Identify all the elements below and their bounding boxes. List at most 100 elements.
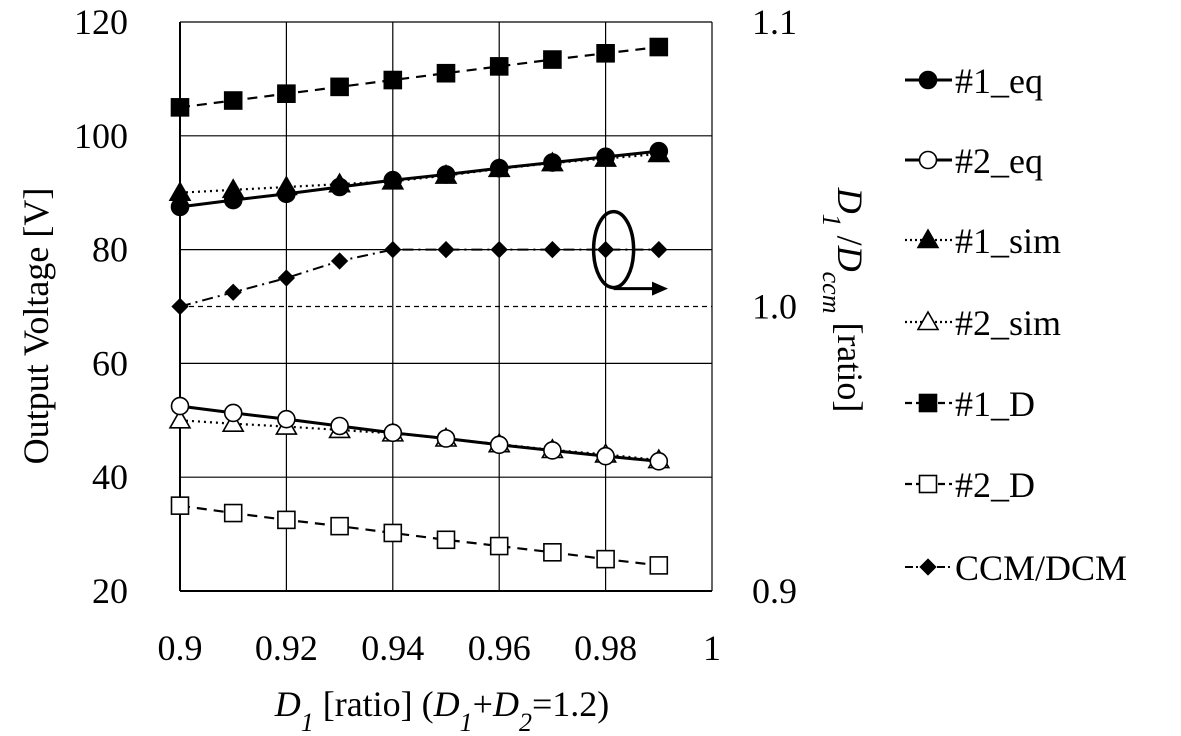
legend-item: CCM/DCM [905,548,1127,588]
y-left-tick-label: 20 [92,571,128,611]
data-point [490,240,508,259]
y-right-tick-label: 1.0 [752,287,797,327]
series-line [179,404,659,463]
y-right-axis-title: D1 /Dccm [ratio] [818,187,871,413]
legend-item: #2_D [905,465,1035,505]
data-point [649,141,669,161]
series-#2_sim [168,408,671,469]
data-point [436,63,456,83]
data-point [330,516,349,536]
series-#2_eq [170,396,669,471]
data-point [436,165,456,184]
series-line [179,149,659,209]
legend-marker [918,70,938,90]
legend-marker [918,150,938,170]
series-line [179,152,659,194]
annotation-layer [591,209,668,296]
legend-marker [916,228,940,249]
x-tick-label: 0.96 [468,628,531,668]
data-point [489,435,509,455]
data-point [170,197,190,217]
data-point [543,153,562,172]
series-line [179,504,659,567]
data-point [383,523,403,543]
data-point [543,543,562,562]
data-point [489,57,509,76]
y-left-axis-title: Output Voltage [V] [16,188,56,465]
data-point [596,147,615,167]
data-point [596,43,615,63]
series-line [179,45,659,109]
y-left-tick-label: 80 [92,230,128,270]
data-point [223,91,243,110]
data-point [383,170,403,190]
x-tick-label: 0.94 [361,628,424,668]
data-point [170,396,190,416]
data-point [170,496,190,515]
data-point [489,158,509,178]
left-tick-labels: 20 40 60 80 100 120 [74,2,128,611]
legend-label: #2_sim [955,303,1061,343]
data-point [277,510,296,530]
y-left-tick-label: 120 [74,2,128,42]
legend-marker [919,558,937,576]
data-point [649,37,669,57]
series-#1_eq [170,141,669,217]
x-tick-labels: 0.9 0.92 0.94 0.96 0.98 1 [158,628,722,668]
data-point [543,50,562,69]
y-left-tick-label: 60 [92,343,128,383]
x-axis-title: D1 [ratio] (D1+D2=1.2) [274,684,610,731]
data-point [170,98,190,117]
data-point [436,429,456,448]
y-left-tick-label: 100 [74,116,128,156]
legend-label: #2_eq [955,141,1043,181]
series-line [179,419,659,462]
legend: #1_eq #2_eq #1_sim #2_sim #1_D #2_D CCM/DCM [905,61,1127,588]
legend-marker [918,393,938,413]
data-point [383,423,403,443]
legend-item: #1_D [905,384,1035,424]
data-point [223,403,243,423]
indicator-arrow-head [652,281,668,296]
legend-label: #2_D [955,465,1035,505]
legend-item: #1_eq [905,61,1043,101]
axis-titles: D1 [ratio] (D1+D2=1.2) Output Voltage [V]… [16,187,871,736]
data-point [223,503,243,523]
data-point [221,412,245,433]
legend-marker [916,310,940,331]
data-point [277,184,296,204]
y-right-tick-label: 0.9 [752,571,797,611]
legend-label: #1_eq [955,61,1043,101]
data-point [649,451,669,471]
data-point [650,240,668,259]
legend-label: CCM/DCM [955,548,1127,588]
legend-label: #1_sim [955,221,1061,261]
legend-item: #2_sim [905,303,1061,343]
x-tick-label: 0.98 [574,628,637,668]
data-point [330,416,349,436]
data-point [596,240,615,259]
legend-label: #1_D [955,384,1035,424]
series-#2_D [170,496,669,575]
data-point [649,556,669,575]
data-point [596,446,615,466]
y-right-tick-label: 1.1 [752,2,797,42]
x-tick-label: 0.9 [158,628,203,668]
legend-marker [918,474,938,494]
data-point [384,240,402,259]
data-point [383,70,403,90]
data-point [171,297,189,316]
series-#1_D [170,37,669,117]
x-tick-label: 0.92 [255,628,318,668]
data-point [168,408,192,429]
data-point [277,269,296,287]
series-layer [168,37,671,575]
data-point [330,177,349,197]
data-point [330,77,349,97]
series-line [179,248,659,308]
data-point [277,409,296,429]
data-point [596,549,615,569]
x-tick-label: 1 [703,628,721,668]
data-point [489,536,509,556]
